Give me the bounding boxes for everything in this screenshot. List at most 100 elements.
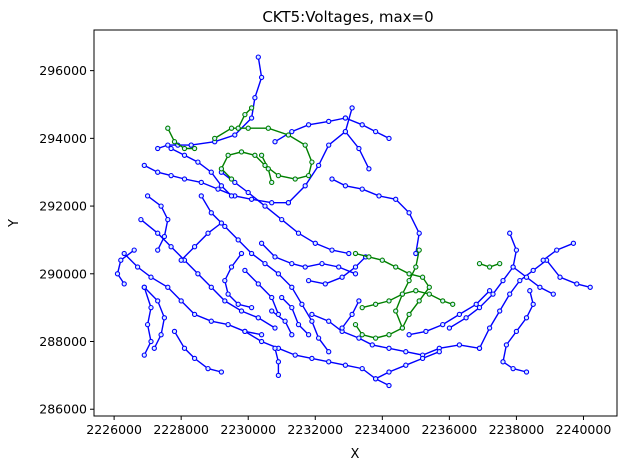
y-axis: 286000 288000 290000 292000 294000 296000 [39,63,94,417]
data-point-1-5-4 [413,288,419,294]
data-point-1-6-0 [399,325,406,331]
data-point-1-4-0 [352,250,359,257]
data-point-1-4-10 [386,332,392,338]
data-point-0-8-1 [155,230,161,236]
data-point-1-4-5 [419,274,426,280]
data-point-0-19-0 [446,325,453,331]
line-segment-0-1 [157,144,192,150]
data-point-0-30-4 [218,183,225,189]
data-point-1-1-0 [212,135,218,142]
data-point-0-11-11 [326,349,332,355]
data-point-0-30-5 [228,193,235,199]
x-tick-label: 2236000 [422,422,478,437]
data-point-0-13-4 [319,260,325,267]
line-segment-0-27 [281,297,310,336]
data-point-0-14-9 [386,382,392,389]
data-point-0-24-1 [118,257,124,263]
data-point-0-12-5 [295,230,302,236]
x-tick-label: 2238000 [489,422,545,437]
data-point-0-6-6 [416,230,422,236]
data-point-0-19-2 [476,304,483,311]
data-point-1-5-5 [426,291,432,297]
data-point-0-8-7 [238,308,245,314]
line-segment-1-0 [167,127,195,150]
data-point-0-15-2 [275,372,282,379]
y-tick-label: 288000 [39,334,87,349]
data-point-1-3-2 [269,179,275,186]
data-point-0-0-3 [248,115,255,121]
data-point-1-3-1 [265,166,271,172]
data-point-0-10-4 [218,369,225,375]
data-point-1-6-4 [413,264,419,270]
data-point-0-15-0 [272,345,278,351]
data-point-0-12-2 [245,189,251,196]
data-point-0-18-1 [486,325,493,331]
data-point-0-20-6 [510,365,516,372]
data-point-1-7-1 [486,264,493,270]
data-point-0-27-1 [289,304,295,311]
data-point-1-4-11 [372,335,379,341]
data-point-0-0-5 [258,74,265,81]
y-axis-label: Y [7,219,22,228]
data-point-0-14-5 [326,359,332,365]
data-point-0-20-4 [503,342,510,348]
data-point-0-12-7 [329,247,335,253]
data-point-1-4-7 [416,298,422,304]
data-point-0-11-1 [208,210,214,216]
data-point-0-29-2 [289,332,295,338]
data-point-0-16-0 [309,311,315,318]
data-point-0-7-0 [121,250,127,257]
chart-title: CKT5:Voltages, max=0 [262,8,433,26]
data-point-0-7-1 [134,264,141,270]
data-point-1-7-0 [476,260,483,267]
data-point-0-18-3 [507,291,513,297]
data-point-0-11-8 [299,301,305,307]
y-tick-label: 290000 [39,266,87,281]
data-point-0-26-4 [235,301,241,307]
data-point-1-3-0 [258,152,265,158]
y-tick-label: 286000 [39,402,87,417]
data-point-0-2-2 [168,172,174,179]
data-point-0-4-2 [305,122,312,128]
data-point-1-2-0 [235,125,241,131]
data-point-0-7-5 [191,311,198,318]
data-point-0-35-1 [191,244,198,250]
data-point-0-21-2 [440,321,446,328]
data-point-1-1-11 [252,152,258,158]
data-point-0-7-4 [178,298,184,304]
data-point-1-5-0 [359,304,365,311]
data-point-1-1-9 [275,172,282,179]
data-point-0-31-0 [342,115,349,121]
data-point-0-1-0 [155,145,161,152]
data-point-0-34-3 [148,338,154,345]
data-point-1-1-5 [302,142,308,148]
data-point-0-25-0 [144,193,151,199]
data-point-0-4-0 [272,139,278,145]
data-point-0-24-2 [114,271,121,277]
data-point-0-33-0 [242,267,248,274]
data-point-0-17-2 [403,362,409,368]
data-point-0-30-0 [168,145,174,152]
data-point-0-31-1 [359,122,365,128]
data-point-0-1-1 [165,142,171,148]
line-segment-0-3 [287,107,353,204]
data-point-0-8-5 [208,284,214,290]
data-point-1-4-4 [406,271,412,277]
data-point-0-20-2 [523,315,530,321]
line-segment-0-7 [123,253,262,336]
data-point-0-21-5 [486,288,493,294]
data-point-1-4-8 [406,311,412,318]
data-point-0-17-1 [386,369,392,375]
data-point-0-33-2 [269,294,275,301]
data-point-0-14-0 [242,328,248,335]
x-tick-label: 2234000 [354,422,410,437]
data-point-0-3-0 [285,200,292,206]
data-point-0-28-0 [339,325,345,331]
data-point-1-1-12 [238,149,245,155]
data-point-0-21-3 [456,311,463,318]
line-segment-0-24 [116,249,135,285]
data-point-0-0-2 [232,132,238,138]
data-point-0-20-3 [513,328,520,335]
data-point-1-2-1 [242,111,248,118]
